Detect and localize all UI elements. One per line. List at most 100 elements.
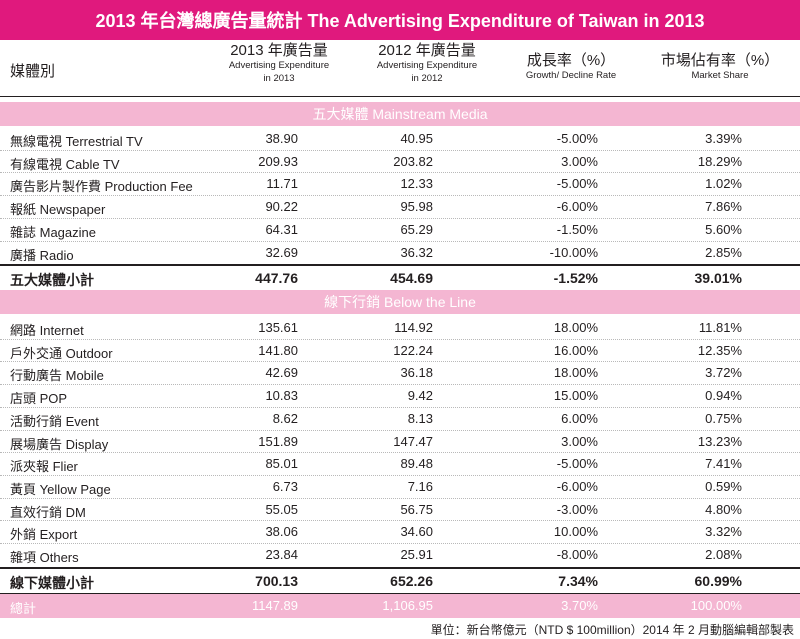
row-label: 黃頁 Yellow Page <box>10 481 111 497</box>
row-divider <box>0 452 800 454</box>
header-2012-zh: 2012 年廣告量 <box>378 42 476 59</box>
row-label: 廣告影片製作費 Production Fee <box>10 179 193 195</box>
row-label: 雜項 Others <box>10 550 79 565</box>
row-value: 85.01 <box>265 456 298 472</box>
header-divider <box>0 96 800 97</box>
total-growth: 3.70% <box>561 598 598 613</box>
subtotal-top-rule <box>0 566 800 569</box>
row-value: 56.75 <box>400 501 433 517</box>
table-row: 派夾報 Flier 85.01 89.48 -5.00% 7.41% <box>0 452 800 475</box>
table-title: 2013 年台灣總廣告量統計 The Advertising Expenditu… <box>0 0 800 40</box>
row-value: -5.00% <box>556 456 598 472</box>
row-label: 活動行銷 Event <box>10 413 99 429</box>
row-value: 65.29 <box>400 221 433 237</box>
table-row: 外銷 Export 38.06 34.60 10.00% 3.32% <box>0 520 800 543</box>
row-value: 135.61 <box>258 320 298 335</box>
row-value: 7.41% <box>705 456 742 472</box>
row-value: 18.29% <box>697 153 742 169</box>
row-value: 36.18 <box>400 365 433 381</box>
total-share: 100.00% <box>690 598 742 613</box>
row-value: 1.02% <box>705 176 742 192</box>
subtotal-value: 652.26 <box>390 572 433 589</box>
subtotal-value: 447.76 <box>255 270 298 287</box>
subtotal-value: 60.99% <box>694 572 742 589</box>
row-label: 網路 Internet <box>10 323 84 338</box>
table-row: 報紙 Newspaper 90.22 95.98 -6.00% 7.86% <box>0 195 800 218</box>
row-label: 雜誌 Magazine <box>10 224 96 240</box>
table-row: 廣播 Radio 32.69 36.32 -10.00% 2.85% <box>0 241 800 264</box>
row-divider <box>0 338 800 340</box>
subtotal-value: 700.13 <box>255 572 298 589</box>
row-value: 2.08% <box>705 547 742 562</box>
table-row: 展場廣告 Display 151.89 147.47 3.00% 13.23% <box>0 430 800 453</box>
table-row: 直效行銷 DM 55.05 56.75 -3.00% 4.80% <box>0 498 800 521</box>
row-divider <box>0 217 800 219</box>
row-value: 15.00% <box>553 388 598 404</box>
row-value: 203.82 <box>393 153 433 169</box>
row-value: 122.24 <box>393 342 433 358</box>
header-share: 市場佔有率（%） Market Share <box>650 52 790 106</box>
row-value: 25.91 <box>400 547 433 562</box>
section-band-below-the-line: 線下行銷 Below the Line <box>0 290 800 314</box>
row-value: 12.35% <box>697 342 742 358</box>
row-value: 7.16 <box>407 478 433 494</box>
row-value: 64.31 <box>265 221 298 237</box>
subtotal-value: 454.69 <box>390 270 433 287</box>
header-growth-zh: 成長率（%） <box>526 52 616 69</box>
subtotal-top-rule <box>0 264 800 267</box>
header-growth: 成長率（%） Growth/ Decline Rate <box>506 52 636 106</box>
row-label: 報紙 Newspaper <box>10 202 106 218</box>
row-divider <box>0 195 800 197</box>
row-value: 55.05 <box>265 501 298 517</box>
table-row: 行動廣告 Mobile 42.69 36.18 18.00% 3.72% <box>0 361 800 384</box>
row-value: 3.00% <box>561 153 598 169</box>
row-value: 10.83 <box>265 388 298 404</box>
section-band-mainstream: 五大媒體 Mainstream Media <box>0 102 800 126</box>
row-value: -8.00% <box>556 547 598 562</box>
row-label: 行動廣告 Mobile <box>10 368 104 384</box>
row-value: 3.72% <box>705 365 742 381</box>
subtotal-value: 7.34% <box>558 572 598 589</box>
row-divider <box>0 429 800 431</box>
row-divider <box>0 497 800 499</box>
header-2013-zh: 2013 年廣告量 <box>230 42 328 59</box>
row-value: 90.22 <box>265 199 298 215</box>
subtotal-label: 五大媒體小計 <box>10 272 94 289</box>
row-value: -6.00% <box>556 478 598 494</box>
table-row: 店頭 POP 10.83 9.42 15.00% 0.94% <box>0 384 800 407</box>
header-2012-en2: in 2012 <box>411 73 443 84</box>
row-value: -6.00% <box>556 199 598 215</box>
row-value: 9.42 <box>407 388 433 404</box>
row-label: 外銷 Export <box>10 527 78 543</box>
row-value: 11.81% <box>698 320 742 335</box>
header-growth-en: Growth/ Decline Rate <box>525 70 617 81</box>
row-value: -10.00% <box>549 244 598 260</box>
row-value: -5.00% <box>556 131 598 146</box>
table-row: 雜誌 Magazine 64.31 65.29 -1.50% 5.60% <box>0 218 800 241</box>
row-value: 42.69 <box>265 365 298 381</box>
row-value: 18.00% <box>553 320 598 335</box>
subtotal-row: 五大媒體小計 447.76 454.69 -1.52% 39.01% <box>0 266 800 289</box>
header-2013: 2013 年廣告量 Advertising Expenditure in 201… <box>214 42 344 96</box>
row-value: 0.94% <box>705 388 742 404</box>
row-divider <box>0 172 800 174</box>
row-value: -1.50% <box>556 221 598 237</box>
subtotal-label: 線下媒體小計 <box>10 574 94 591</box>
row-value: 4.80% <box>705 501 742 517</box>
table-row: 廣告影片製作費 Production Fee 11.71 12.33 -5.00% 1.… <box>0 172 800 195</box>
grand-total-row: 總計 1147.89 1,106.95 3.70% 100.00% <box>0 594 800 618</box>
row-divider <box>0 474 800 476</box>
row-value: 141.80 <box>258 342 298 358</box>
row-label: 派夾報 Flier <box>10 459 78 475</box>
row-value: 8.62 <box>272 410 298 426</box>
row-value: 11.71 <box>266 176 298 192</box>
subtotal-value: 39.01% <box>694 270 742 287</box>
row-divider <box>0 406 800 408</box>
row-value: 6.00% <box>561 410 598 426</box>
row-value: 38.90 <box>265 131 298 146</box>
row-value: 0.75% <box>705 410 742 426</box>
row-value: -3.00% <box>556 501 598 517</box>
row-value: 38.06 <box>265 524 298 540</box>
unit-footnote: 單位：新台幣億元（NTD $ 100million）2014 年 2 月動腦編輯… <box>430 623 794 637</box>
row-value: 5.60% <box>705 221 742 237</box>
